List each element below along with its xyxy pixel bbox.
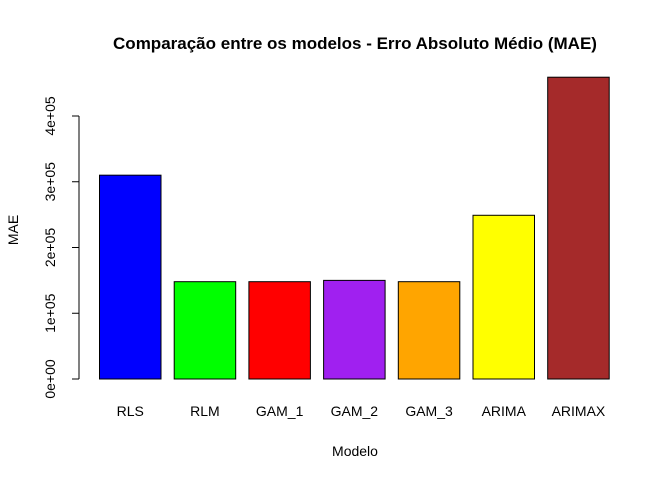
y-tick-label: 4e+05 <box>42 96 58 136</box>
bar-rls <box>99 174 162 380</box>
y-tick-label: 3e+05 <box>42 162 58 202</box>
category-labels: RLS RLM GAM_1 GAM_2 GAM_3 ARIMA ARIMAX <box>117 403 606 419</box>
bar-arimax <box>547 76 610 380</box>
category-label: RLS <box>117 403 144 419</box>
bar-gam-2 <box>323 279 386 380</box>
y-tick-label: 2e+05 <box>42 228 58 268</box>
bars-group <box>99 76 610 380</box>
chart-title: Comparação entre os modelos - Erro Absol… <box>113 34 597 53</box>
category-label: GAM_1 <box>256 403 304 419</box>
y-axis-ticks: 0e+00 1e+05 2e+05 3e+05 4e+05 <box>42 96 79 399</box>
category-label: RLM <box>190 403 220 419</box>
y-axis-title: MAE <box>5 215 21 245</box>
category-label: GAM_2 <box>331 403 379 419</box>
bar-gam-3 <box>397 281 461 380</box>
bar-arima <box>472 214 535 380</box>
category-label: ARIMAX <box>552 403 606 419</box>
category-label: ARIMA <box>482 403 527 419</box>
y-tick-label: 0e+00 <box>42 359 58 399</box>
y-tick-label: 1e+05 <box>42 293 58 333</box>
bar-gam-1 <box>248 281 311 380</box>
bar-rlm <box>173 281 237 380</box>
x-axis-title: Modelo <box>332 443 378 459</box>
category-label: GAM_3 <box>405 403 453 419</box>
